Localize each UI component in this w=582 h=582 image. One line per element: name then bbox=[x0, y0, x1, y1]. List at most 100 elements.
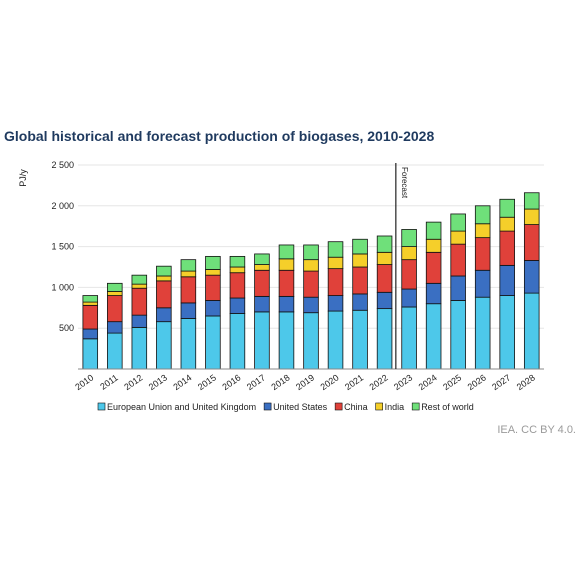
bar-2012-united-states bbox=[131, 314, 148, 328]
bar-2017-india bbox=[254, 264, 270, 271]
bar-2021-india bbox=[352, 253, 368, 268]
legend-swatch bbox=[411, 402, 420, 411]
bar-2025-european-union-and-united-kingdom bbox=[450, 300, 466, 370]
bar-2026-european-union-and-united-kingdom bbox=[474, 296, 491, 370]
bar-2020-european-union-and-united-kingdom bbox=[327, 310, 344, 370]
bar-2021-rest-of-world bbox=[352, 238, 368, 255]
bar-2028-rest-of-world bbox=[523, 192, 540, 210]
bar-2025-rest-of-world bbox=[450, 213, 466, 232]
bar-2024-united-states bbox=[425, 282, 442, 305]
bar-2015-india bbox=[205, 269, 221, 276]
bar-2022-india bbox=[376, 251, 393, 265]
bar-2026-china bbox=[474, 237, 491, 271]
legend-label: Rest of world bbox=[421, 402, 474, 412]
bar-2020-china bbox=[327, 268, 344, 296]
bar-2021-china bbox=[352, 266, 368, 295]
bar-2014-china bbox=[180, 276, 197, 304]
bar-2010-united-states bbox=[82, 328, 99, 340]
bar-2024-european-union-and-united-kingdom bbox=[425, 303, 442, 370]
bar-2010-european-union-and-united-kingdom bbox=[82, 338, 99, 370]
bar-2025-india bbox=[450, 230, 466, 245]
legend-label: China bbox=[344, 402, 368, 412]
x-tick-label: 2014 bbox=[171, 372, 193, 392]
x-tick-label: 2017 bbox=[245, 372, 267, 392]
x-tick-label: 2027 bbox=[490, 372, 512, 392]
y-tick-label: 2 000 bbox=[51, 201, 74, 211]
bar-2016-india bbox=[229, 266, 246, 274]
bar-2023-rest-of-world bbox=[401, 229, 417, 248]
legend-label: India bbox=[385, 402, 405, 412]
bar-2018-rest-of-world bbox=[278, 244, 295, 260]
bar-2020-india bbox=[327, 256, 344, 270]
bar-2019-united-states bbox=[303, 296, 319, 314]
bar-2011-european-union-and-united-kingdom bbox=[107, 332, 123, 370]
x-tick-label: 2011 bbox=[98, 372, 120, 391]
x-tick-label: 2026 bbox=[466, 372, 488, 392]
bar-2013-india bbox=[156, 275, 172, 282]
x-tick-label: 2019 bbox=[294, 372, 316, 392]
x-tick-label: 2021 bbox=[343, 372, 365, 392]
bar-2027-rest-of-world bbox=[499, 198, 515, 218]
forecast-label: Forecast bbox=[400, 167, 409, 199]
bar-2011-united-states bbox=[107, 321, 123, 334]
bar-2019-rest-of-world bbox=[303, 244, 319, 261]
bar-2025-china bbox=[450, 243, 466, 277]
x-tick-label: 2012 bbox=[122, 372, 144, 392]
bar-2020-rest-of-world bbox=[327, 241, 344, 258]
x-tick-label: 2025 bbox=[441, 372, 463, 392]
bar-2010-india bbox=[82, 301, 99, 306]
x-tick-label: 2018 bbox=[269, 372, 291, 392]
forecast-marker: Forecast bbox=[395, 163, 409, 369]
bar-2028-india bbox=[523, 208, 540, 225]
bar-2014-european-union-and-united-kingdom bbox=[180, 318, 197, 370]
legend-swatch bbox=[375, 402, 383, 411]
bar-stacks bbox=[82, 192, 540, 370]
bar-2012-india bbox=[131, 283, 148, 289]
bar-2016-china bbox=[229, 272, 246, 299]
bar-2027-china bbox=[499, 230, 515, 266]
bar-2022-european-union-and-united-kingdom bbox=[376, 308, 393, 370]
bar-2015-rest-of-world bbox=[205, 255, 221, 270]
x-tick-label: 2020 bbox=[319, 372, 341, 392]
bar-2018-india bbox=[278, 258, 295, 271]
bar-2019-india bbox=[303, 259, 319, 272]
bar-2012-china bbox=[131, 287, 148, 316]
bar-2022-rest-of-world bbox=[376, 235, 393, 253]
bar-2014-rest-of-world bbox=[180, 259, 197, 272]
legend-swatch bbox=[263, 402, 272, 411]
bar-2019-european-union-and-united-kingdom bbox=[303, 312, 319, 370]
bar-2023-european-union-and-united-kingdom bbox=[401, 306, 417, 370]
bar-2023-united-states bbox=[401, 288, 417, 308]
bar-2022-united-states bbox=[376, 291, 393, 310]
bar-2012-european-union-and-united-kingdom bbox=[131, 326, 148, 370]
bar-2017-rest-of-world bbox=[254, 253, 270, 265]
bar-2027-united-states bbox=[499, 264, 515, 296]
bar-2013-rest-of-world bbox=[156, 265, 172, 277]
chart-title: Global historical and forecast productio… bbox=[4, 128, 435, 144]
y-tick-label: 1 500 bbox=[51, 242, 74, 252]
bar-2011-india bbox=[107, 291, 123, 296]
bar-2023-india bbox=[401, 246, 417, 261]
bar-2021-european-union-and-united-kingdom bbox=[352, 309, 368, 370]
bar-2023-china bbox=[401, 259, 417, 290]
bar-2015-united-states bbox=[205, 300, 221, 317]
bar-2013-united-states bbox=[156, 307, 172, 323]
bar-2017-united-states bbox=[254, 295, 270, 313]
x-tick-label: 2028 bbox=[515, 372, 537, 392]
bar-2017-european-union-and-united-kingdom bbox=[254, 311, 270, 370]
bar-2027-india bbox=[499, 216, 515, 232]
bar-2018-china bbox=[278, 269, 295, 297]
bar-2022-china bbox=[376, 264, 393, 293]
legend-label: European Union and United Kingdom bbox=[107, 402, 256, 412]
x-tick-label: 2023 bbox=[392, 372, 414, 392]
bar-2026-united-states bbox=[474, 269, 491, 298]
x-tick-label: 2016 bbox=[220, 372, 242, 392]
bar-2021-united-states bbox=[352, 293, 368, 311]
x-tick-label: 2015 bbox=[196, 372, 218, 392]
y-axis-label: PJ/y bbox=[18, 169, 28, 187]
bar-2020-united-states bbox=[327, 295, 344, 312]
x-tick-label: 2010 bbox=[73, 372, 95, 392]
bar-2028-european-union-and-united-kingdom bbox=[523, 292, 540, 370]
bar-2024-rest-of-world bbox=[425, 221, 442, 240]
bar-2010-china bbox=[82, 304, 99, 330]
